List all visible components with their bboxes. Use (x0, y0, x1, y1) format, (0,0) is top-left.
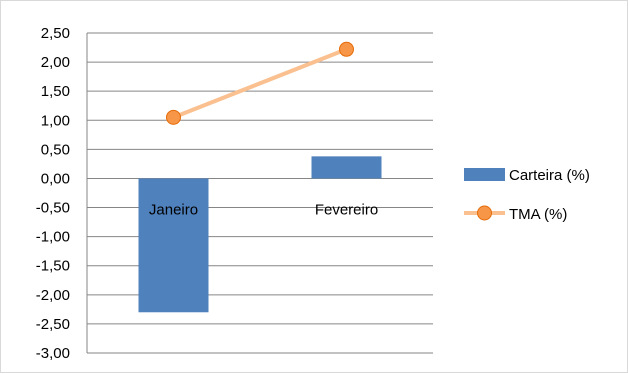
legend-swatch-tma-marker (477, 205, 492, 221)
y-tick-label: 2,50 (41, 25, 70, 42)
x-category-label: Fevereiro (315, 201, 378, 218)
y-tick-label: -3,00 (36, 345, 70, 362)
legend-label-tma: TMA (%) (509, 206, 567, 223)
bar-fevereiro (311, 156, 382, 179)
y-tick-label: -1,00 (36, 229, 70, 246)
y-tick-label: 1,00 (41, 112, 70, 129)
y-tick-label: 0,50 (41, 141, 70, 158)
y-tick-label: 1,50 (41, 83, 70, 100)
tma-point-fevereiro (339, 41, 354, 57)
y-tick-label: -1,50 (36, 258, 70, 275)
tma-line (172, 47, 348, 120)
x-category-label: Janeiro (149, 201, 198, 218)
bar-layer (138, 156, 382, 313)
category-label-layer: Janeiro Fevereiro (149, 201, 378, 218)
y-tick-label: -0,50 (36, 200, 70, 217)
legend: Carteira (%) TMA (%) (464, 167, 590, 223)
y-tick-label: -2,00 (36, 287, 70, 304)
axis-layer: 2,50 2,00 1,50 1,00 0,50 0,00 -0,50 -1,00 -1,50 -… (36, 25, 88, 362)
y-tick-label: -2,50 (36, 316, 70, 333)
legend-swatch-carteira (464, 168, 505, 181)
legend-label-carteira: Carteira (%) (509, 167, 590, 184)
y-tick-label: 2,00 (41, 54, 70, 71)
line-layer (166, 41, 354, 125)
y-tick-label: 0,00 (41, 170, 70, 187)
tma-point-janeiro (166, 109, 181, 125)
bar-janeiro (138, 178, 209, 313)
